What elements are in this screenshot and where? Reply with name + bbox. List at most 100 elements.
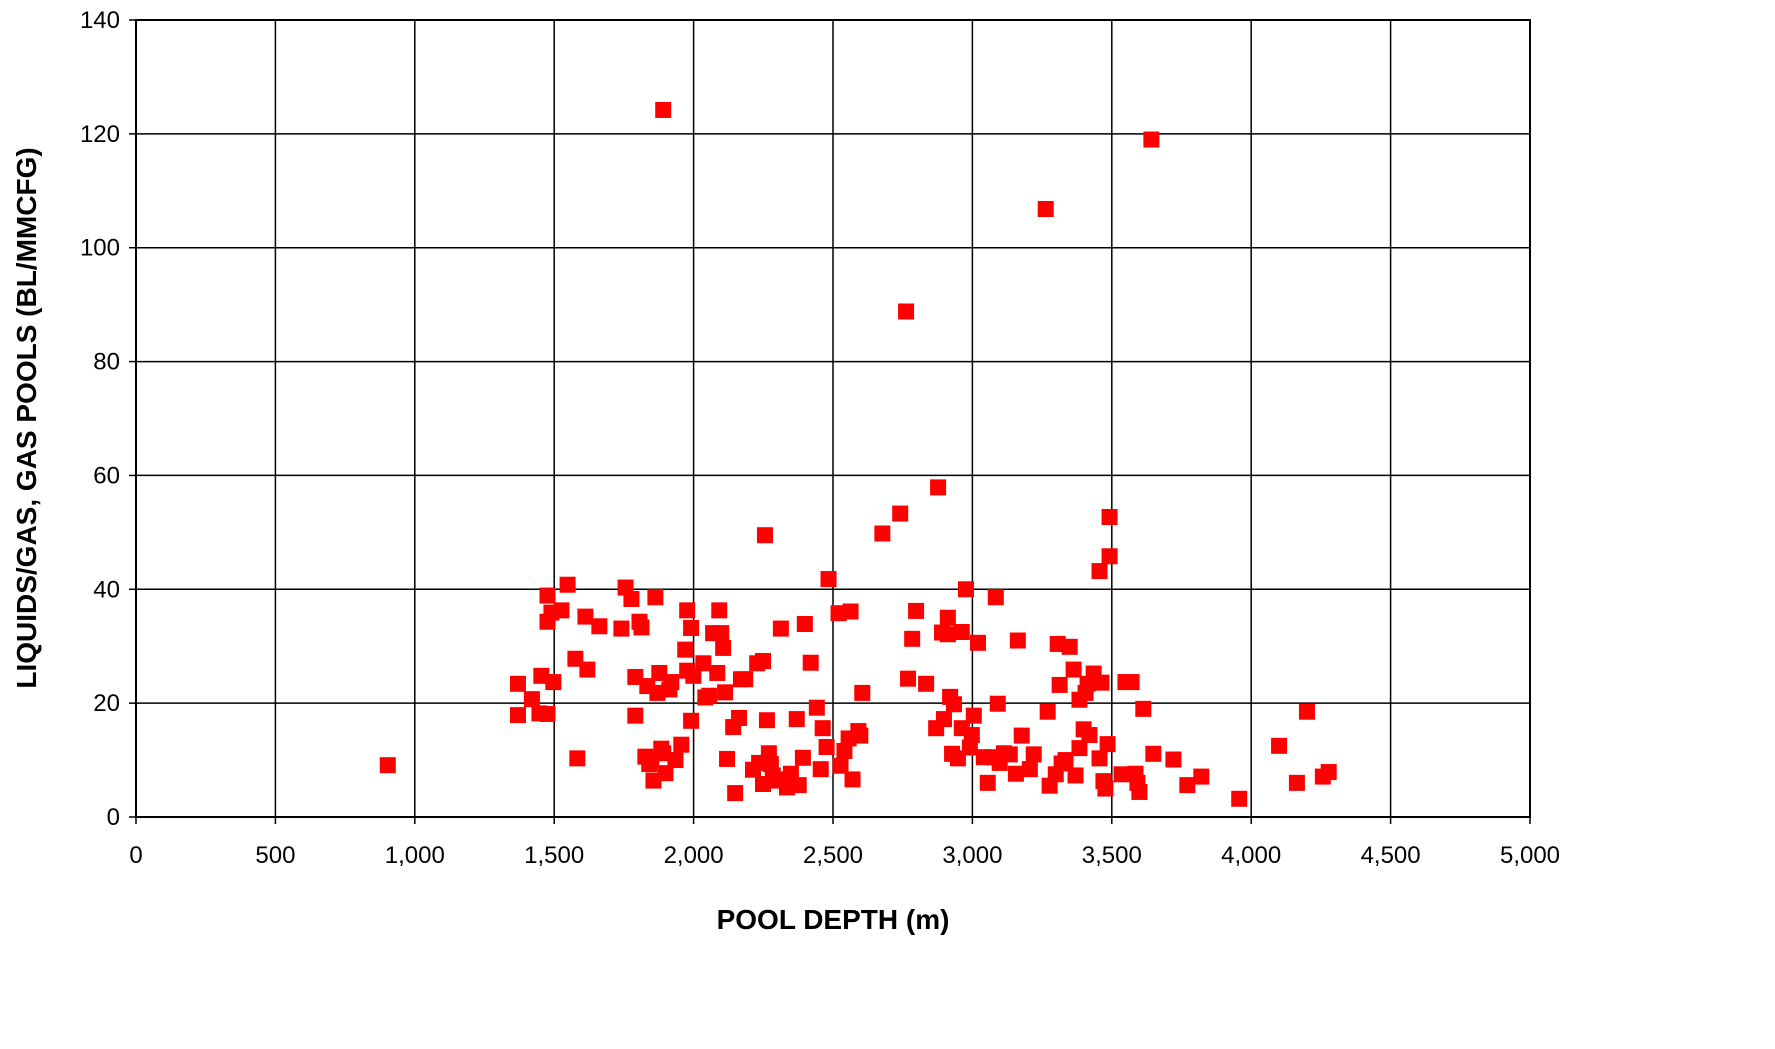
data-point	[677, 641, 694, 658]
data-point	[523, 691, 540, 708]
data-point	[904, 630, 921, 647]
data-point	[802, 654, 819, 671]
y-tick-label: 40	[93, 576, 120, 603]
x-tick-label: 1,000	[385, 842, 445, 869]
data-point	[794, 749, 811, 766]
x-tick-label: 0	[129, 842, 142, 869]
data-point	[969, 634, 986, 651]
data-point	[685, 667, 702, 684]
data-point	[957, 581, 974, 598]
data-point	[1143, 131, 1160, 148]
y-tick-label: 0	[107, 804, 120, 831]
data-point	[683, 712, 700, 729]
y-tick-label: 120	[80, 121, 120, 148]
data-point	[1101, 548, 1118, 565]
data-points	[379, 101, 1337, 807]
data-point	[945, 696, 962, 713]
data-point	[788, 711, 805, 728]
data-point	[1099, 736, 1116, 753]
data-point	[711, 602, 728, 619]
data-point	[939, 609, 956, 626]
y-tick-label: 60	[93, 462, 120, 489]
data-point	[663, 674, 680, 691]
data-point	[379, 757, 396, 774]
data-point	[814, 720, 831, 737]
data-point	[569, 750, 586, 767]
data-point	[623, 590, 640, 607]
data-point	[818, 738, 835, 755]
data-point	[1065, 661, 1082, 678]
data-point	[655, 745, 672, 762]
data-point	[939, 626, 956, 643]
data-point	[647, 589, 664, 606]
data-point	[812, 761, 829, 778]
data-point	[1165, 751, 1182, 768]
data-point	[713, 625, 730, 642]
data-point	[577, 608, 594, 625]
data-point	[1093, 674, 1110, 691]
x-tick-label: 4,500	[1361, 842, 1421, 869]
data-point	[709, 664, 726, 681]
data-point	[737, 671, 754, 688]
data-point	[1231, 790, 1248, 807]
data-point	[1113, 766, 1130, 783]
data-point	[979, 774, 996, 791]
data-point	[727, 785, 744, 802]
data-point	[1039, 703, 1056, 720]
data-point	[1067, 767, 1084, 784]
data-point	[1271, 737, 1288, 754]
data-point	[832, 757, 849, 774]
data-point	[1123, 674, 1140, 691]
data-point	[758, 712, 775, 729]
data-point	[961, 739, 978, 756]
data-point	[509, 675, 526, 692]
data-point	[874, 525, 891, 542]
data-point	[1007, 765, 1024, 782]
data-point	[908, 602, 925, 619]
y-axis-title: LIQUIDS/GAS, GAS POOLS (BL/MMCFG)	[11, 147, 42, 688]
data-point	[1057, 752, 1074, 769]
data-point	[844, 771, 861, 788]
data-point	[1037, 201, 1054, 218]
data-point	[655, 101, 672, 118]
data-point	[755, 653, 772, 670]
data-point	[930, 479, 947, 496]
data-point	[1021, 761, 1038, 778]
data-point	[715, 639, 732, 656]
data-point	[953, 623, 970, 640]
data-point	[899, 670, 916, 687]
data-point	[553, 602, 570, 619]
data-point	[701, 687, 718, 704]
y-tick-label: 100	[80, 235, 120, 262]
x-tick-label: 500	[255, 842, 295, 869]
data-point	[820, 571, 837, 588]
data-point	[539, 587, 556, 604]
data-point	[987, 589, 1004, 606]
data-point	[559, 576, 576, 593]
x-tick-label: 4,000	[1221, 842, 1281, 869]
data-point	[1298, 703, 1315, 720]
data-point	[545, 674, 562, 691]
data-point	[836, 742, 853, 759]
data-point	[772, 620, 789, 637]
data-point	[935, 711, 952, 728]
y-axis: 0 20 40 60 80 100 120 140	[80, 7, 136, 831]
y-tick-label: 20	[93, 690, 120, 717]
data-point	[679, 602, 696, 619]
data-point	[673, 736, 690, 753]
data-point	[1009, 632, 1026, 649]
data-point	[1097, 780, 1114, 797]
data-point	[591, 618, 608, 635]
data-point	[627, 707, 644, 724]
data-point	[1101, 508, 1118, 525]
x-tick-label: 2,000	[664, 842, 724, 869]
data-point	[667, 752, 684, 769]
data-point	[1193, 768, 1210, 785]
data-point	[854, 684, 871, 701]
data-point	[1091, 563, 1108, 580]
data-point	[1179, 777, 1196, 794]
data-point	[539, 705, 556, 722]
data-point	[898, 303, 915, 320]
data-point	[509, 707, 526, 724]
